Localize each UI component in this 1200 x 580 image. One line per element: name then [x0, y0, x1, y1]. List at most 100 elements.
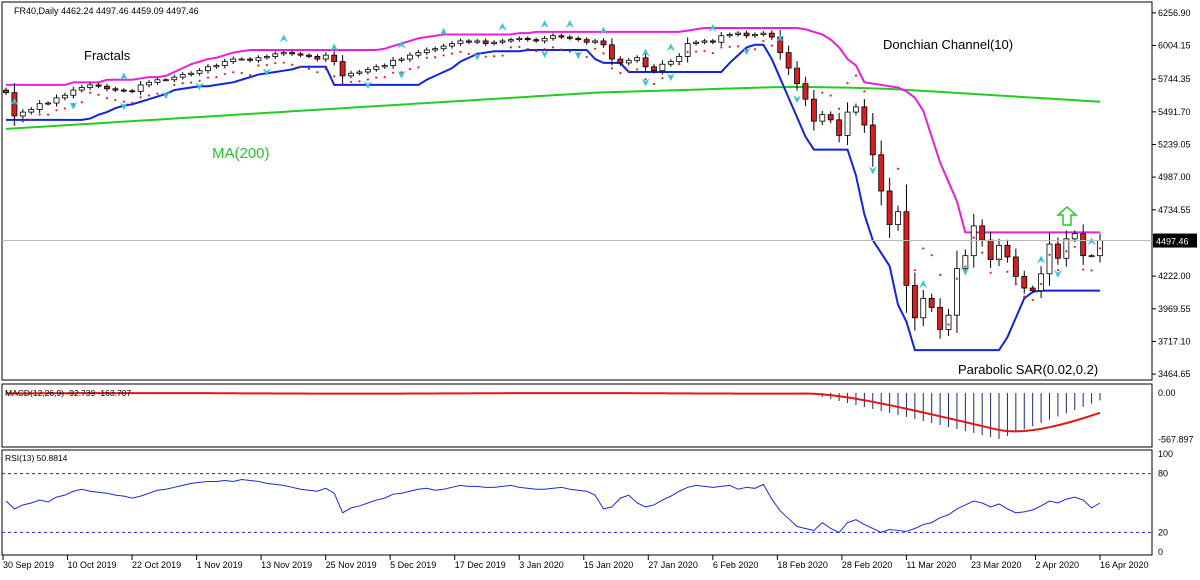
- macd-series-group: [5, 392, 1101, 440]
- fractal-up-arrow-icon: [498, 22, 507, 31]
- fractal-up-arrow-icon: [279, 34, 288, 43]
- candle-body: [684, 43, 691, 57]
- rsi-tick-label: 100: [1158, 449, 1173, 459]
- sar-dot: [366, 78, 369, 81]
- donchian-upper-line: [6, 26, 1100, 234]
- sar-dot: [156, 92, 159, 95]
- candle-body: [853, 106, 859, 113]
- x-tick-label: 22 Oct 2019: [132, 560, 181, 570]
- sar-dot: [450, 52, 454, 55]
- rsi-panel-frame: [1, 449, 1153, 556]
- ma200-line: [5, 85, 1101, 130]
- candle-body: [600, 40, 607, 46]
- sar-dot: [173, 83, 176, 87]
- sar-dot: [55, 109, 58, 112]
- sar-dot: [1090, 269, 1093, 272]
- candle-body: [70, 89, 77, 96]
- candle-body: [120, 89, 127, 92]
- symbol-header: FR40,Daily 4462.24 4497.46 4459.09 4497.…: [14, 6, 199, 16]
- fractal-up-arrow-icon: [599, 26, 608, 35]
- candle-body: [356, 71, 363, 74]
- candle-body: [575, 37, 582, 41]
- candle-body: [280, 52, 287, 55]
- candle-body: [11, 92, 18, 117]
- fractal-up-arrow-icon: [641, 48, 650, 57]
- candle-body: [819, 114, 826, 122]
- candle-body: [154, 79, 161, 83]
- sar-dot: [619, 71, 622, 75]
- sar-dot: [770, 44, 773, 47]
- candle-body: [53, 97, 60, 104]
- candle-body: [701, 40, 708, 43]
- fractal-down-arrow-icon: [262, 67, 271, 76]
- sar-dot: [274, 62, 277, 65]
- sar-dot: [661, 77, 664, 80]
- sar-dot: [518, 45, 521, 48]
- sar-dot: [821, 91, 824, 94]
- sar-dot: [922, 247, 925, 250]
- candle-body: [230, 58, 237, 63]
- sar-dot: [46, 113, 50, 116]
- candle-body: [533, 39, 540, 42]
- sar-dot: [812, 100, 815, 103]
- macd-tick-label: 0.00: [1158, 388, 1176, 398]
- sar-dot: [307, 67, 311, 70]
- sar-dot: [913, 269, 916, 272]
- candle-body: [348, 72, 354, 77]
- sar-dot: [1014, 283, 1017, 286]
- sar-dot: [349, 80, 353, 83]
- sar-dot: [38, 113, 41, 116]
- candle-body: [954, 268, 960, 316]
- candle-body: [247, 58, 253, 61]
- sar-dot: [1065, 250, 1068, 253]
- rsi-line: [5, 478, 1101, 534]
- fractal-up-arrow-icon: [1087, 237, 1096, 246]
- macd-signal-line: [5, 392, 1101, 433]
- candle-body: [861, 106, 868, 126]
- candle-body: [1080, 233, 1087, 257]
- fractal-down-arrow-icon: [574, 51, 583, 60]
- fractal-down-arrow-icon: [1053, 269, 1062, 278]
- fractal-up-arrow-icon: [330, 43, 339, 52]
- candle-body: [364, 68, 371, 73]
- candle-body: [188, 72, 195, 75]
- price-series-group: [3, 20, 1103, 352]
- candle-body: [844, 111, 851, 136]
- fractal-down-arrow-icon: [363, 80, 372, 89]
- rsi-tick-label: 80: [1158, 469, 1168, 479]
- sar-dot: [720, 46, 723, 49]
- sar-dot: [425, 56, 428, 59]
- candle-body: [516, 37, 523, 41]
- y-tick-label: 5491.70: [1158, 107, 1191, 117]
- fractal-down-arrow-icon: [473, 52, 482, 61]
- fractal-down-arrow-icon: [868, 166, 877, 175]
- candle-body: [162, 79, 169, 82]
- candle-body: [95, 84, 102, 87]
- sar-dot: [375, 76, 378, 79]
- candle-body: [373, 66, 380, 70]
- candle-body: [255, 57, 262, 61]
- sar-dot: [392, 71, 395, 74]
- fractal-down-arrow-icon: [641, 78, 650, 87]
- candle-body: [129, 90, 136, 93]
- candle-body: [213, 65, 220, 68]
- sar-dot: [568, 50, 571, 53]
- candle-body: [19, 111, 26, 117]
- candle-body: [297, 53, 304, 56]
- sar-dot: [248, 73, 252, 77]
- rsi-tick-label: 20: [1158, 527, 1168, 537]
- candle-body: [1063, 238, 1070, 259]
- fractal-down-arrow-icon: [119, 102, 128, 111]
- y-tick-label: 6004.15: [1158, 41, 1191, 51]
- candle-body: [306, 54, 312, 57]
- sar-dot: [232, 71, 235, 74]
- sar-dot: [981, 251, 984, 254]
- candle-body: [1012, 256, 1019, 277]
- sar-dot: [492, 55, 496, 58]
- sar-dot: [408, 68, 412, 71]
- sar-dot: [1039, 282, 1043, 285]
- sar-dot: [955, 277, 959, 280]
- sar-dot: [484, 55, 487, 58]
- candle-body: [634, 57, 641, 61]
